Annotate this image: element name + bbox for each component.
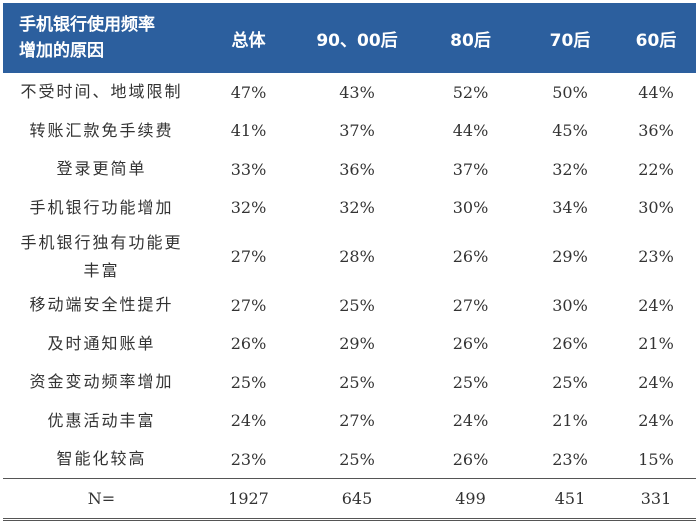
row-label: 及时通知账单: [47, 333, 156, 353]
header-70s: 70后: [549, 30, 591, 51]
table-header-row: 手机银行使用频率 增加的原因 总体 90、00后 80后 70后 60后: [3, 3, 696, 73]
cell-80s: 30%: [452, 198, 489, 218]
cell-overall: 27%: [230, 247, 267, 266]
cell-90s-00s: 25%: [339, 295, 375, 315]
row-label: 优惠活动丰富: [47, 410, 156, 430]
cell-70s: 45%: [552, 121, 588, 141]
cell-60s: 30%: [638, 198, 674, 218]
cell-80s: 26%: [452, 247, 489, 266]
total-70s: 451: [524, 478, 616, 521]
row-label: 转账汇款免手续费: [29, 120, 174, 140]
total-80s: 499: [417, 478, 524, 521]
cell-overall: 23%: [230, 449, 267, 469]
cell-overall: 25%: [230, 372, 267, 392]
cell-overall: 33%: [230, 159, 267, 179]
row-label: 手机银行独有功能更 丰富: [3, 227, 200, 286]
cell-90s-00s: 28%: [339, 247, 375, 266]
table-row: 及时通知账单 26% 29% 26% 26% 21%: [3, 325, 696, 364]
cell-70s: 23%: [552, 449, 588, 469]
cell-90s-00s: 36%: [339, 159, 375, 179]
header-reason-line1: 手机银行使用频率: [19, 15, 155, 35]
cell-70s: 32%: [552, 159, 588, 179]
table-row: 手机银行功能增加 32% 32% 30% 34% 30%: [3, 189, 696, 228]
cell-60s: 36%: [638, 121, 674, 141]
table-row: 不受时间、地域限制 47% 43% 52% 50% 44%: [3, 73, 696, 112]
row-label-line1: 手机银行独有功能更: [20, 232, 183, 252]
cell-80s: 37%: [452, 159, 489, 179]
table-row: 转账汇款免手续费 41% 37% 44% 45% 36%: [3, 112, 696, 151]
cell-70s: 34%: [552, 198, 588, 218]
cell-70s: 30%: [552, 295, 588, 315]
header-reason: 手机银行使用频率 增加的原因: [3, 3, 200, 73]
cell-90s-00s: 25%: [339, 372, 375, 392]
row-label: 智能化较高: [56, 449, 147, 468]
cell-overall: 47%: [230, 82, 267, 102]
survey-table-container: 手机银行使用频率 增加的原因 总体 90、00后 80后 70后 60后 不受时…: [3, 3, 696, 521]
cell-70s: 29%: [552, 247, 588, 266]
cell-60s: 22%: [638, 159, 674, 179]
cell-70s: 21%: [552, 411, 588, 431]
total-90s-00s: 645: [297, 478, 417, 521]
row-label: 不受时间、地域限制: [20, 82, 183, 102]
cell-60s: 15%: [638, 449, 674, 469]
cell-90s-00s: 25%: [339, 449, 375, 469]
table-row: 手机银行独有功能更 丰富 27% 28% 26% 29% 23%: [3, 227, 696, 286]
cell-overall: 24%: [230, 411, 267, 431]
cell-overall: 27%: [230, 295, 267, 315]
header-reason-line2: 增加的原因: [19, 41, 104, 61]
table-row: 优惠活动丰富 24% 27% 24% 21% 24%: [3, 402, 696, 441]
header-overall: 总体: [231, 30, 266, 51]
cell-80s: 27%: [452, 295, 489, 315]
cell-70s: 25%: [552, 372, 588, 392]
cell-80s: 26%: [452, 334, 489, 354]
cell-80s: 44%: [452, 121, 489, 141]
table-row: 移动端安全性提升 27% 25% 27% 30% 24%: [3, 286, 696, 325]
cell-60s: 23%: [638, 247, 674, 266]
table-row: 资金变动频率增加 25% 25% 25% 25% 24%: [3, 363, 696, 402]
cell-overall: 41%: [230, 121, 267, 141]
total-row: N= 1927 645 499 451 331: [3, 478, 696, 521]
cell-80s: 24%: [452, 411, 489, 431]
cell-70s: 26%: [552, 334, 588, 354]
table-row: 登录更简单 33% 36% 37% 32% 22%: [3, 150, 696, 189]
row-label: 移动端安全性提升: [29, 295, 174, 315]
cell-90s-00s: 43%: [339, 82, 375, 102]
cell-90s-00s: 29%: [339, 334, 375, 354]
row-label: 资金变动频率增加: [29, 372, 174, 392]
total-overall: 1927: [200, 478, 297, 521]
cell-overall: 32%: [230, 198, 267, 218]
cell-60s: 24%: [638, 411, 674, 431]
cell-80s: 26%: [452, 449, 489, 469]
cell-60s: 24%: [638, 295, 674, 315]
cell-90s-00s: 37%: [339, 121, 375, 141]
header-80s: 80后: [450, 30, 491, 51]
cell-90s-00s: 27%: [339, 411, 375, 431]
cell-60s: 24%: [638, 372, 674, 392]
cell-80s: 25%: [452, 372, 489, 392]
header-60s: 60后: [635, 30, 677, 51]
cell-60s: 21%: [638, 334, 674, 354]
cell-80s: 52%: [452, 82, 489, 102]
table-row: 智能化较高 23% 25% 26% 23% 15%: [3, 440, 696, 479]
row-label: 手机银行功能增加: [29, 197, 174, 217]
cell-60s: 44%: [638, 82, 674, 102]
header-90s-00s: 90、00后: [316, 30, 398, 51]
cell-overall: 26%: [230, 334, 267, 354]
total-60s: 331: [616, 478, 696, 521]
cell-90s-00s: 32%: [339, 198, 375, 218]
row-label-line2: 丰富: [83, 260, 120, 280]
row-label: 登录更简单: [56, 159, 147, 179]
cell-70s: 50%: [552, 82, 588, 102]
survey-table: 手机银行使用频率 增加的原因 总体 90、00后 80后 70后 60后 不受时…: [3, 3, 696, 521]
total-label: N=: [3, 478, 200, 521]
